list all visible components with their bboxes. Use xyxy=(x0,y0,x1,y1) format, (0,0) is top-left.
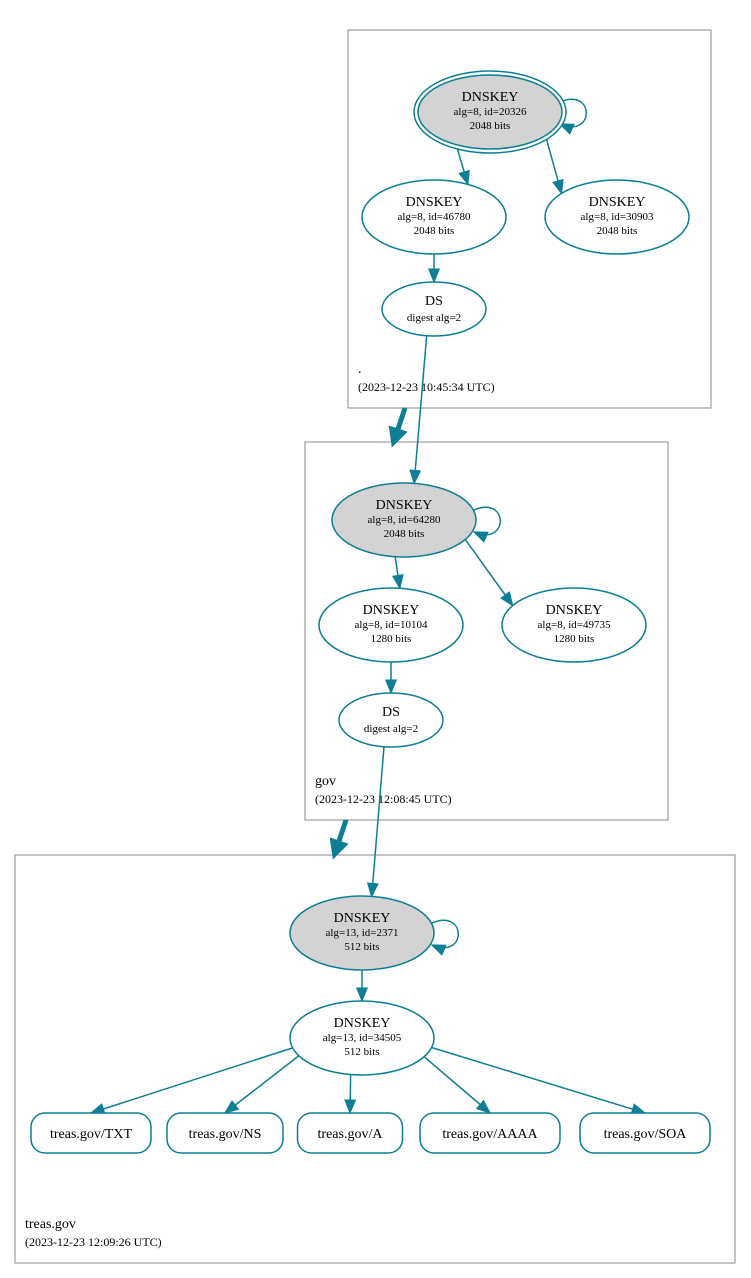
zone-timestamp-root: (2023-12-23 10:45:34 UTC) xyxy=(358,380,495,394)
zone-label-treas: treas.gov xyxy=(25,1217,76,1232)
node-title-treas_zsk: DNSKEY xyxy=(334,1016,391,1031)
node-title-root_zsk1: DNSKEY xyxy=(406,195,463,210)
node-title-root_ksk: DNSKEY xyxy=(462,90,519,105)
node-line2-gov_ds: digest alg=2 xyxy=(364,723,418,735)
edge-zsk-record-2 xyxy=(350,1075,351,1113)
node-line2-root_ksk: alg=8, id=20326 xyxy=(454,106,527,118)
node-line2-treas_ksk: alg=13, id=2371 xyxy=(326,927,399,939)
edge-self-treas_ksk xyxy=(432,920,458,947)
edge-zsk-record-3 xyxy=(424,1057,490,1113)
zone-label-gov: gov xyxy=(315,774,336,789)
dnssec-diagram: . (2023-12-23 10:45:34 UTC) gov (2023-12-23… xyxy=(0,0,751,1278)
edge-zsk-record-4 xyxy=(432,1047,645,1113)
node-line3-gov_zsk2: 1280 bits xyxy=(554,633,595,645)
zone-timestamp-gov: (2023-12-23 12:08:45 UTC) xyxy=(315,792,452,806)
node-title-gov_zsk1: DNSKEY xyxy=(363,603,420,618)
node-line3-gov_ksk: 2048 bits xyxy=(384,528,425,540)
edge-zsk-record-0 xyxy=(91,1048,293,1113)
zone-link-1 xyxy=(336,820,346,850)
node-line2-gov_zsk2: alg=8, id=49735 xyxy=(538,619,611,631)
node-line3-root_zsk1: 2048 bits xyxy=(414,225,455,237)
node-title-gov_ds: DS xyxy=(382,705,400,720)
edge-root_ksk-root_zsk2 xyxy=(545,136,561,194)
node-title-gov_ksk: DNSKEY xyxy=(376,498,433,513)
edge-gov_ksk-gov_zsk2 xyxy=(465,539,512,605)
node-root_ds xyxy=(382,282,486,336)
node-line3-root_ksk: 2048 bits xyxy=(470,120,511,132)
edge-gov_ksk-gov_zsk1 xyxy=(395,557,400,589)
edge-zsk-record-1 xyxy=(225,1056,299,1113)
record-label-0: treas.gov/TXT xyxy=(50,1127,132,1142)
node-line2-root_zsk1: alg=8, id=46780 xyxy=(398,211,471,223)
node-line2-root_ds: digest alg=2 xyxy=(407,312,461,324)
node-line2-gov_zsk1: alg=8, id=10104 xyxy=(355,619,428,631)
node-line3-treas_ksk: 512 bits xyxy=(344,941,379,953)
record-label-4: treas.gov/SOA xyxy=(604,1127,688,1142)
node-line2-gov_ksk: alg=8, id=64280 xyxy=(368,514,441,526)
record-label-2: treas.gov/A xyxy=(318,1127,384,1142)
edge-root_ds-gov_ksk xyxy=(414,336,427,484)
zone-link-0 xyxy=(395,408,405,438)
zone-timestamp-treas: (2023-12-23 12:09:26 UTC) xyxy=(25,1235,162,1249)
node-line2-treas_zsk: alg=13, id=34505 xyxy=(323,1032,402,1044)
zone-label-root: . xyxy=(358,362,362,377)
record-label-3: treas.gov/AAAA xyxy=(442,1127,538,1142)
node-title-root_ds: DS xyxy=(425,294,443,309)
node-title-root_zsk2: DNSKEY xyxy=(589,195,646,210)
node-title-gov_zsk2: DNSKEY xyxy=(546,603,603,618)
edge-gov_ds-treas_ksk xyxy=(372,747,384,897)
node-title-treas_ksk: DNSKEY xyxy=(334,911,391,926)
node-line2-root_zsk2: alg=8, id=30903 xyxy=(581,211,654,223)
node-line3-treas_zsk: 512 bits xyxy=(344,1046,379,1058)
node-gov_ds xyxy=(339,693,443,747)
record-label-1: treas.gov/NS xyxy=(189,1127,262,1142)
edge-self-gov_ksk xyxy=(474,507,500,534)
node-line3-gov_zsk1: 1280 bits xyxy=(371,633,412,645)
node-line3-root_zsk2: 2048 bits xyxy=(597,225,638,237)
